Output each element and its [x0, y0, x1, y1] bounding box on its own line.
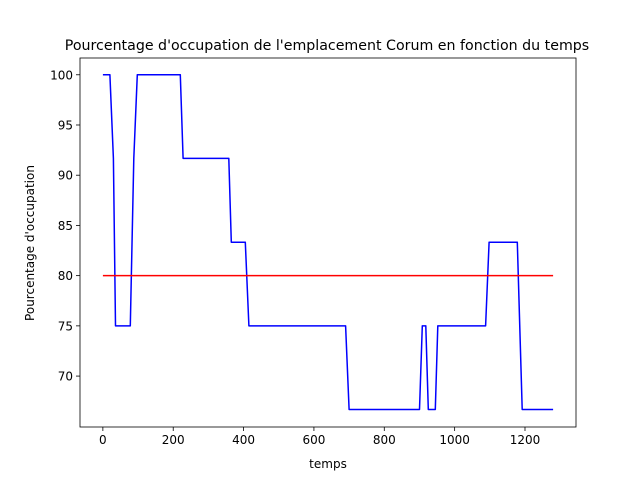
x-tick-label: 600 — [302, 433, 325, 447]
y-tick-label: 95 — [58, 118, 73, 132]
x-tick-label: 800 — [373, 433, 396, 447]
x-tick-label: 1200 — [510, 433, 541, 447]
y-tick-label: 85 — [58, 219, 73, 233]
x-tick-label: 1000 — [439, 433, 470, 447]
y-tick-label: 70 — [58, 370, 73, 384]
plot-area-frame — [79, 57, 577, 428]
tick-layer: 0 200 400 600 800 1000 1200 70 75 80 85 90 95 100 — [50, 68, 540, 447]
chart-title: Pourcentage d'occupation de l'emplacemen… — [65, 38, 589, 54]
x-tick-label: 200 — [162, 433, 185, 447]
y-tick-label: 100 — [50, 68, 73, 82]
y-axis-label: Pourcentage d'occupation — [23, 165, 37, 321]
series-layer — [102, 74, 554, 411]
series-line-0 — [102, 74, 554, 411]
y-tick-label: 75 — [58, 319, 73, 333]
x-tick-label: 400 — [232, 433, 255, 447]
y-tick-label: 80 — [58, 269, 73, 283]
y-tick-label: 90 — [58, 169, 73, 183]
x-tick-label: 0 — [99, 433, 107, 447]
x-axis-label: temps — [309, 457, 347, 471]
